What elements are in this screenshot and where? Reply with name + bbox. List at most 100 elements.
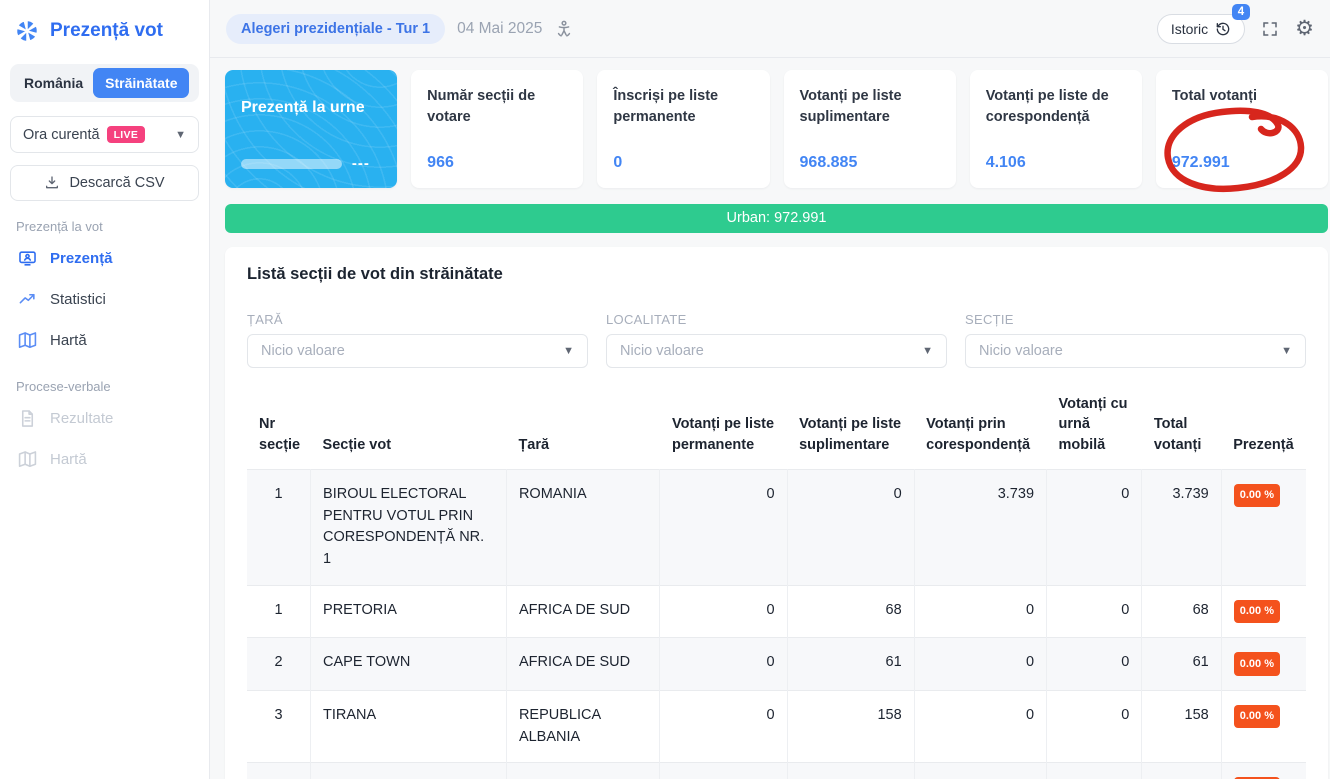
cell-nr: 4 <box>247 763 311 779</box>
turnout-percent-badge: 0.00 % <box>1234 600 1280 624</box>
select-placeholder: Nicio valoare <box>261 343 345 359</box>
cell-suplimentare: 68 <box>787 585 914 638</box>
table-row: 1BIROUL ELECTORAL PENTRU VOTUL PRIN CORE… <box>247 469 1306 585</box>
map-icon <box>18 331 37 350</box>
column-header: Votanți pe liste permanente <box>660 390 787 469</box>
select-placeholder: Nicio valoare <box>620 343 704 359</box>
fullscreen-icon[interactable] <box>1261 20 1279 38</box>
cell-permanente: 0 <box>660 638 787 691</box>
history-button[interactable]: Istoric 4 <box>1157 14 1245 44</box>
cell-permanente: 0 <box>660 690 787 763</box>
sidebar-item-label: Statistici <box>50 291 106 308</box>
cell-total: 61 <box>1142 638 1221 691</box>
cell-urna_mobila: 0 <box>1047 638 1142 691</box>
cell-prezenta: 0.00 % <box>1221 469 1306 585</box>
filter-tara: ȚARĂ Nicio valoare ▼ <box>247 312 588 368</box>
column-header: Secție vot <box>311 390 507 469</box>
download-csv-label: Descarcă CSV <box>69 175 164 191</box>
country-toggle: România Străinătate <box>10 64 199 102</box>
cell-suplimentare: 24 <box>787 763 914 779</box>
locality-select[interactable]: Nicio valoare ▼ <box>606 334 947 368</box>
country-select[interactable]: Nicio valoare ▼ <box>247 334 588 368</box>
column-header: Prezență <box>1221 390 1306 469</box>
map-icon <box>18 450 37 469</box>
document-icon <box>18 409 37 428</box>
column-header: Total votanți <box>1142 390 1221 469</box>
cell-sectie: CAPE TOWN <box>311 638 507 691</box>
cell-nr: 1 <box>247 469 311 585</box>
cell-prezenta: 0.00 % <box>1221 638 1306 691</box>
cell-nr: 1 <box>247 585 311 638</box>
cell-permanente: 0 <box>660 585 787 638</box>
cell-nr: 3 <box>247 690 311 763</box>
gear-icon[interactable]: ⚙ <box>1295 18 1314 39</box>
cell-sectie: ALGER <box>311 763 507 779</box>
table-row: 2CAPE TOWNAFRICA DE SUD06100610.00 % <box>247 638 1306 691</box>
sections-panel: Listă secții de vot din străinătate ȚARĂ… <box>225 247 1328 779</box>
table-row: 3TIRANAREPUBLICA ALBANIA0158001580.00 % <box>247 690 1306 763</box>
download-csv-button[interactable]: Descarcă CSV <box>10 165 199 201</box>
cell-corespondenta: 0 <box>914 763 1046 779</box>
election-date: 04 Mai 2025 <box>457 20 542 38</box>
accessibility-icon[interactable] <box>554 19 574 39</box>
sections-table-body: 1BIROUL ELECTORAL PENTRU VOTUL PRIN CORE… <box>247 469 1306 779</box>
stat-card-numar-sectii: Număr secții de votare 966 <box>411 70 583 188</box>
stat-card-value: 968.885 <box>800 154 940 172</box>
cell-corespondenta: 3.739 <box>914 469 1046 585</box>
filter-localitate: LOCALITATE Nicio valoare ▼ <box>606 312 947 368</box>
tab-romania[interactable]: România <box>14 68 93 98</box>
election-badge[interactable]: Alegeri prezidențiale - Tur 1 <box>226 14 445 44</box>
sidebar-item-rezultate: Rezultate <box>10 398 199 439</box>
sidebar-item-harta[interactable]: Hartă <box>10 320 199 361</box>
cell-corespondenta: 0 <box>914 638 1046 691</box>
stat-card-value: 966 <box>427 154 567 172</box>
cell-suplimentare: 158 <box>787 690 914 763</box>
cell-nr: 2 <box>247 638 311 691</box>
cell-urna_mobila: 0 <box>1047 469 1142 585</box>
history-icon <box>1215 21 1231 37</box>
page-title: Prezență vot <box>50 20 163 42</box>
cell-tara: AFRICA DE SUD <box>506 585 660 638</box>
section-select[interactable]: Nicio valoare ▼ <box>965 334 1306 368</box>
table-header-row: Nr secție Secție vot Țară Votanți pe lis… <box>247 390 1306 469</box>
cell-total: 3.739 <box>1142 469 1221 585</box>
cell-total: 68 <box>1142 585 1221 638</box>
cell-urna_mobila: 0 <box>1047 690 1142 763</box>
cell-permanente: 0 <box>660 469 787 585</box>
stat-card-title: Votanți pe liste suplimentare <box>800 86 940 128</box>
sidebar-item-prezenta[interactable]: Prezență <box>10 238 199 279</box>
tab-strainatate[interactable]: Străinătate <box>93 68 189 98</box>
cell-urna_mobila: 0 <box>1047 763 1142 779</box>
cell-prezenta: 0.00 % <box>1221 763 1306 779</box>
sidebar-item-label: Prezență <box>50 250 113 267</box>
cell-permanente: 0 <box>660 763 787 779</box>
table-row: 1PRETORIAAFRICA DE SUD06800680.00 % <box>247 585 1306 638</box>
cell-prezenta: 0.00 % <box>1221 690 1306 763</box>
time-select-value: Ora curentă <box>23 127 100 143</box>
cell-sectie: BIROUL ELECTORAL PENTRU VOTUL PRIN CORES… <box>311 469 507 585</box>
column-header: Votanți pe liste suplimentare <box>787 390 914 469</box>
topbar: Alegeri prezidențiale - Tur 1 04 Mai 202… <box>210 0 1330 58</box>
cell-tara: AFRICA DE SUD <box>506 638 660 691</box>
turnout-progress: --- <box>241 155 381 172</box>
progress-bar <box>241 159 342 169</box>
main-content: Alegeri prezidențiale - Tur 1 04 Mai 202… <box>210 0 1330 779</box>
column-header: Țară <box>506 390 660 469</box>
history-button-label: Istoric <box>1171 21 1208 37</box>
app-brand: Prezență vot <box>10 14 199 64</box>
section-label-prezenta-la-vot: Prezență la vot <box>16 219 193 234</box>
app-logo-icon <box>14 18 40 44</box>
sidebar-item-label: Hartă <box>50 451 87 468</box>
sidebar: Prezență vot România Străinătate Ora cur… <box>0 0 210 779</box>
turnout-percent-badge: 0.00 % <box>1234 484 1280 508</box>
time-select[interactable]: Ora curentă LIVE ▼ <box>10 116 199 153</box>
sidebar-item-statistici[interactable]: Statistici <box>10 279 199 320</box>
cell-tara: ALGERIA <box>506 763 660 779</box>
download-icon <box>44 175 60 191</box>
cell-prezenta: 0.00 % <box>1221 585 1306 638</box>
cell-total: 158 <box>1142 690 1221 763</box>
filter-label: ȚARĂ <box>247 312 588 327</box>
stat-card-value: 0 <box>613 154 753 172</box>
live-badge: LIVE <box>107 126 146 143</box>
cell-sectie: TIRANA <box>311 690 507 763</box>
